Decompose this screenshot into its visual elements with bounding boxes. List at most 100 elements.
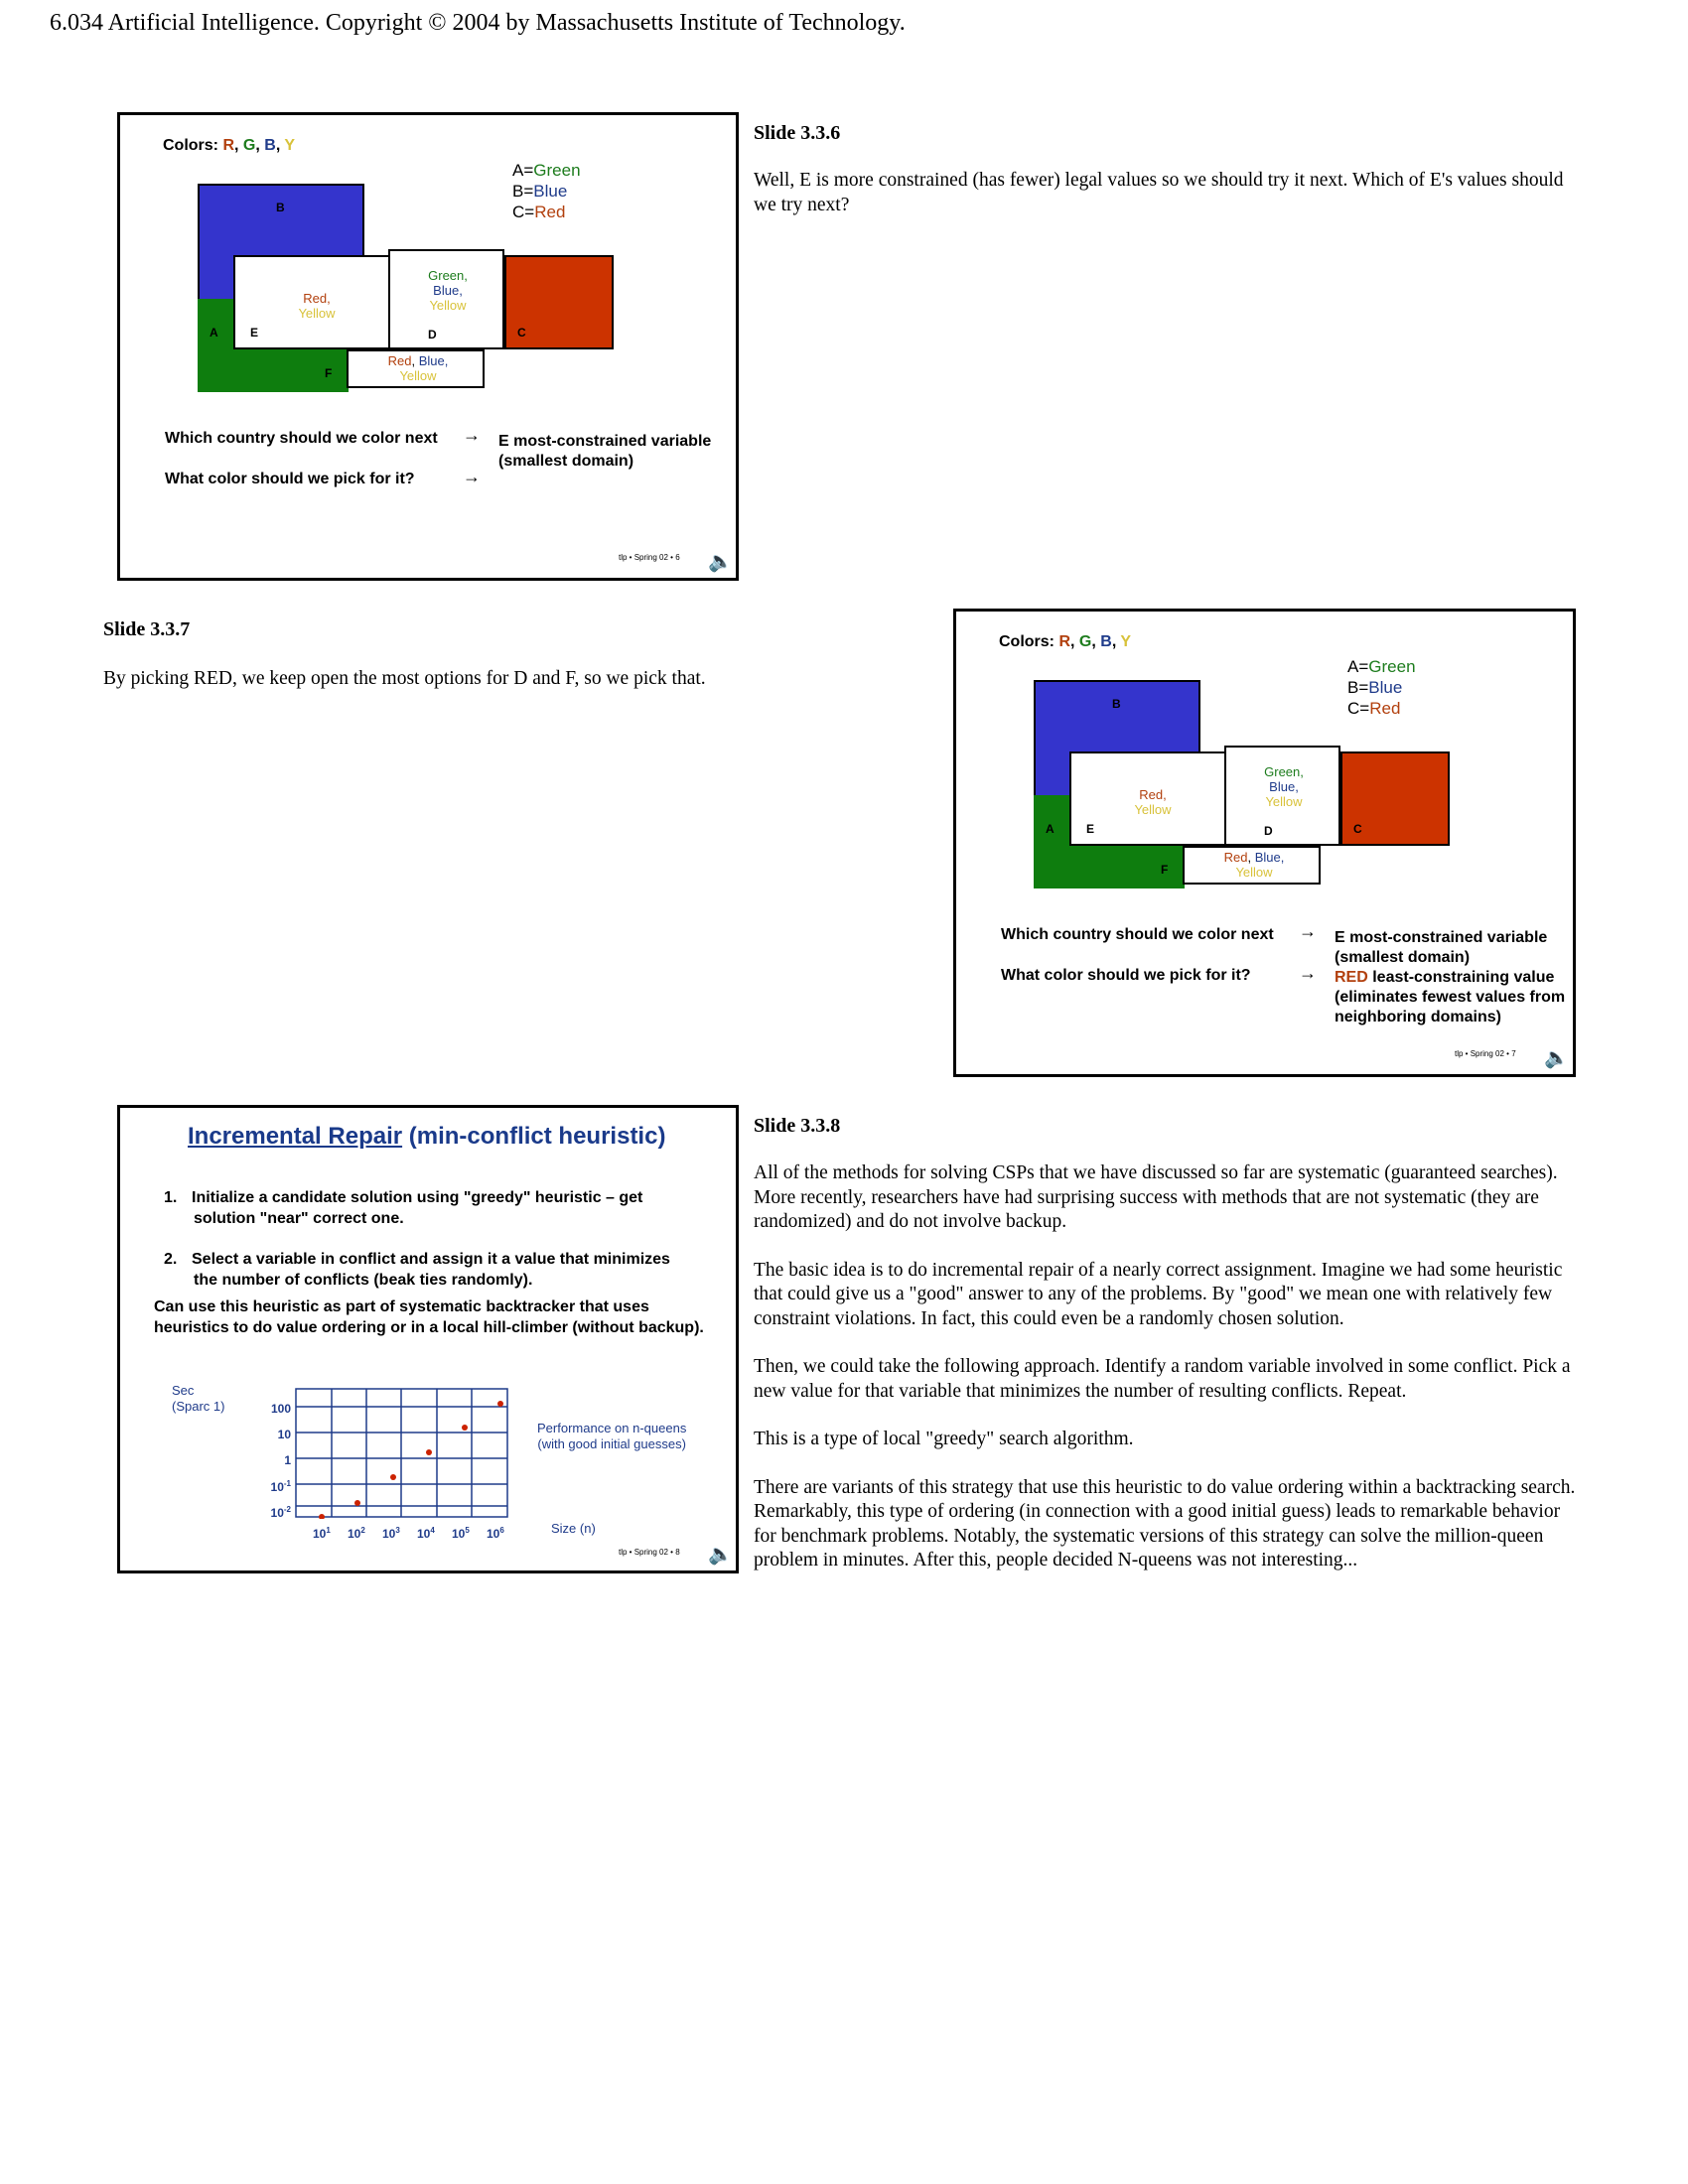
step-1-line-1: Initialize a candidate solution using "g…	[192, 1189, 643, 1206]
slide-3-3-7-image: Colors: R, G, B, Y A=Green B=Blue C=Red …	[953, 609, 1576, 1077]
label-a: A	[210, 326, 218, 340]
extra-note: Can use this heuristic as part of system…	[154, 1297, 704, 1338]
step-2-number: 2.	[164, 1251, 178, 1268]
colors-prefix: Colors:	[163, 137, 223, 154]
slide-3-3-6-title: Slide 3.3.6	[754, 122, 841, 144]
label-a: A	[1046, 822, 1055, 836]
color-b: B	[264, 137, 276, 154]
paragraph-2: The basic idea is to do incremental repa…	[754, 1259, 1563, 1329]
label-b: B	[276, 201, 285, 214]
label-c: C	[1353, 822, 1362, 836]
slide-3-3-7-text: By picking RED, we keep open the most op…	[103, 668, 706, 689]
performance-plot	[295, 1388, 508, 1519]
step-1-number: 1.	[164, 1189, 178, 1206]
slide-3-3-7-title: Slide 3.3.7	[103, 618, 191, 640]
region-f	[1183, 846, 1321, 885]
d-val-blue: Blue,	[1269, 779, 1299, 794]
region-a	[198, 299, 235, 392]
label-e: E	[1086, 822, 1095, 836]
f-domain: Red, Blue, Yellow	[358, 353, 478, 383]
data-point	[497, 1401, 503, 1407]
answer-2-red: RED	[1335, 969, 1368, 986]
title-rest: (min-conflict heuristic)	[402, 1123, 666, 1150]
y-tick-10: 10	[277, 1428, 291, 1441]
plot-points	[319, 1401, 503, 1519]
f-val-blue: Blue,	[418, 353, 449, 368]
arrow-1: →	[1299, 921, 1317, 941]
key-a-value: Green	[533, 161, 581, 180]
plot-grid	[295, 1388, 508, 1518]
data-point	[354, 1500, 360, 1506]
slide-footer: tlp • Spring 02 • 7	[1455, 1049, 1516, 1058]
x-tick-5: 105	[452, 1526, 470, 1541]
answer-1-line-1: E most-constrained variable	[1335, 929, 1548, 946]
paragraph-1: All of the methods for solving CSPs that…	[754, 1162, 1558, 1232]
step-2-line-2: the number of conflicts (beak ties rando…	[194, 1272, 533, 1289]
f-val-red: Red	[1223, 850, 1248, 865]
page-header: 6.034 Artificial Intelligence. Copyright…	[50, 10, 906, 36]
arrow-2: →	[463, 467, 481, 486]
perf-label-line-2: (with good initial guesses)	[537, 1436, 686, 1451]
sep: ,	[234, 137, 243, 154]
data-point	[426, 1449, 432, 1455]
region-e	[1069, 751, 1226, 846]
key-c-value: Red	[1369, 699, 1401, 718]
x-tick-6: 106	[487, 1526, 504, 1541]
speaker-icon[interactable]: 🔈	[1544, 1047, 1569, 1069]
y-tick-100: 100	[270, 1402, 291, 1416]
key-a-value: Green	[1368, 657, 1416, 676]
label-b: B	[1112, 697, 1121, 711]
x-axis-label: Size (n)	[551, 1521, 596, 1536]
data-point	[390, 1474, 396, 1480]
assignment-key: A=Green B=Blue C=Red	[512, 160, 581, 222]
region-a-lower	[233, 347, 349, 392]
arrow-1: →	[463, 425, 481, 445]
e-val-red: Red,	[1139, 787, 1167, 802]
key-b-value: Blue	[533, 182, 568, 201]
speaker-icon[interactable]: 🔈	[708, 551, 733, 573]
perf-label-line-1: Performance on n-queens	[537, 1421, 687, 1435]
extra-line-1: Can use this heuristic as part of system…	[154, 1298, 649, 1315]
d-domain: Green, Blue, Yellow	[1254, 764, 1314, 809]
colors-legend: Colors: R, G, B, Y	[999, 633, 1131, 651]
color-g: G	[1078, 633, 1092, 650]
sep: ,	[1091, 633, 1101, 650]
e-domain: Red, Yellow	[1123, 787, 1183, 817]
color-y: Y	[1120, 633, 1132, 650]
slide-3-3-8-title: Slide 3.3.8	[754, 1115, 841, 1137]
question-1: Which country should we color next	[1001, 926, 1274, 943]
d-val-yellow: Yellow	[429, 298, 467, 313]
region-f	[347, 349, 485, 388]
key-c-prefix: C=	[512, 203, 535, 221]
y-tick-10-neg1: 10-1	[270, 1479, 291, 1494]
colors-prefix: Colors:	[999, 633, 1059, 650]
sep: ,	[275, 137, 285, 154]
step-2: 2. Select a variable in conflict and ass…	[164, 1249, 670, 1291]
y-axis-label-line-2: (Sparc 1)	[172, 1399, 225, 1414]
label-c: C	[517, 326, 526, 340]
d-val-green: Green,	[1264, 764, 1304, 779]
d-val-green: Green,	[428, 268, 468, 283]
x-tick-1: 101	[313, 1526, 331, 1541]
data-point	[319, 1514, 325, 1519]
answers: E most-constrained variable (smallest do…	[1335, 928, 1565, 1027]
perf-label: Performance on n-queens (with good initi…	[537, 1421, 686, 1452]
label-d: D	[1264, 824, 1273, 838]
region-a	[1034, 795, 1071, 888]
extra-line-2: heuristics to do value ordering or in a …	[154, 1319, 704, 1336]
colors-legend: Colors: R, G, B, Y	[163, 137, 295, 155]
key-a-prefix: A=	[1347, 657, 1369, 676]
d-domain: Green, Blue, Yellow	[418, 268, 478, 313]
slide-footer: tlp • Spring 02 • 8	[619, 1548, 680, 1557]
sep: ,	[411, 353, 419, 368]
color-r: R	[222, 137, 235, 154]
region-c	[1340, 751, 1450, 846]
title-underlined: Incremental Repair	[188, 1123, 403, 1150]
key-b-prefix: B=	[1347, 678, 1369, 697]
speaker-icon[interactable]: 🔈	[708, 1544, 733, 1566]
x-tick-2: 102	[348, 1526, 365, 1541]
label-d: D	[428, 328, 437, 341]
f-val-yellow: Yellow	[399, 368, 437, 383]
slide-3-3-8-image: Incremental Repair (min-conflict heurist…	[117, 1105, 739, 1573]
step-1-line-2: solution "near" correct one.	[194, 1210, 404, 1227]
